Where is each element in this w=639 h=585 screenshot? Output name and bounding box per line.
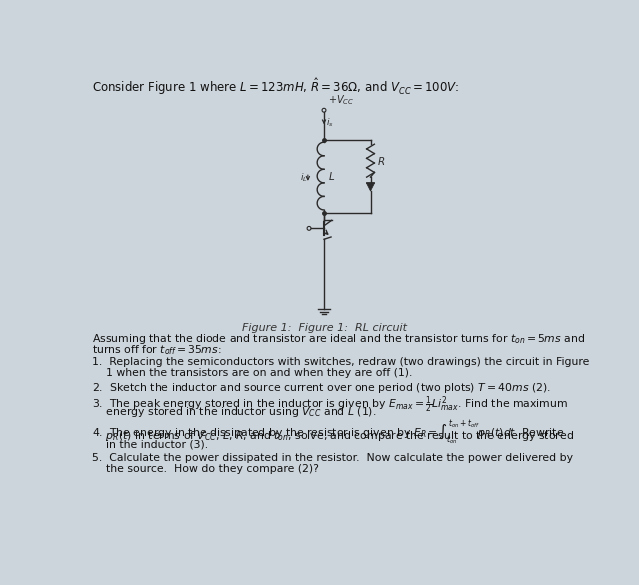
Polygon shape (367, 183, 374, 191)
Text: the source.  How do they compare (2)?: the source. How do they compare (2)? (92, 464, 319, 474)
Text: Assuming that the diode and transistor are ideal and the transistor turns for $t: Assuming that the diode and transistor a… (92, 332, 585, 346)
Text: $+V_{CC}$: $+V_{CC}$ (328, 94, 354, 107)
Text: 1 when the transistors are on and when they are off (1).: 1 when the transistors are on and when t… (92, 368, 413, 378)
Text: turns off for $t_{off} = 35ms$:: turns off for $t_{off} = 35ms$: (92, 343, 222, 357)
Text: in the inductor (3).: in the inductor (3). (92, 440, 208, 450)
Text: 3.  The peak energy stored in the inductor is given by $E_{max} = \frac{1}{2}Li^: 3. The peak energy stored in the inducto… (92, 394, 568, 416)
Text: 5.  Calculate the power dissipated in the resistor.  Now calculate the power del: 5. Calculate the power dissipated in the… (92, 453, 573, 463)
Text: $R$: $R$ (377, 154, 385, 167)
Text: 1.  Replacing the semiconductors with switches, redraw (two drawings) the circui: 1. Replacing the semiconductors with swi… (92, 357, 590, 367)
Text: $i_s$: $i_s$ (327, 116, 334, 129)
Text: $p_R(t)$ in terms of $V_{CC}$, $L$, $R$, and $t_{on}$, solve, and compare the re: $p_R(t)$ in terms of $V_{CC}$, $L$, $R$,… (92, 429, 574, 443)
Text: 4.  The energy in the dissipated by the resistor is given by $E_R = \int_{t_{on}: 4. The energy in the dissipated by the r… (92, 418, 564, 447)
Text: energy stored in the inductor using $V_{CC}$ and $L$ (1).: energy stored in the inductor using $V_{… (92, 405, 377, 419)
Text: 2.  Sketch the inductor and source current over one period (two plots) $T = 40ms: 2. Sketch the inductor and source curren… (92, 381, 551, 395)
Text: Consider Figure 1 where $L = 123mH$, $\hat{R} = 36\Omega$, and $V_{CC} = 100V$:: Consider Figure 1 where $L = 123mH$, $\h… (92, 77, 460, 97)
Text: $L$: $L$ (328, 170, 335, 182)
Text: $i_L$: $i_L$ (300, 171, 308, 184)
Text: Figure 1:  Figure 1:  RL circuit: Figure 1: Figure 1: RL circuit (242, 323, 406, 333)
